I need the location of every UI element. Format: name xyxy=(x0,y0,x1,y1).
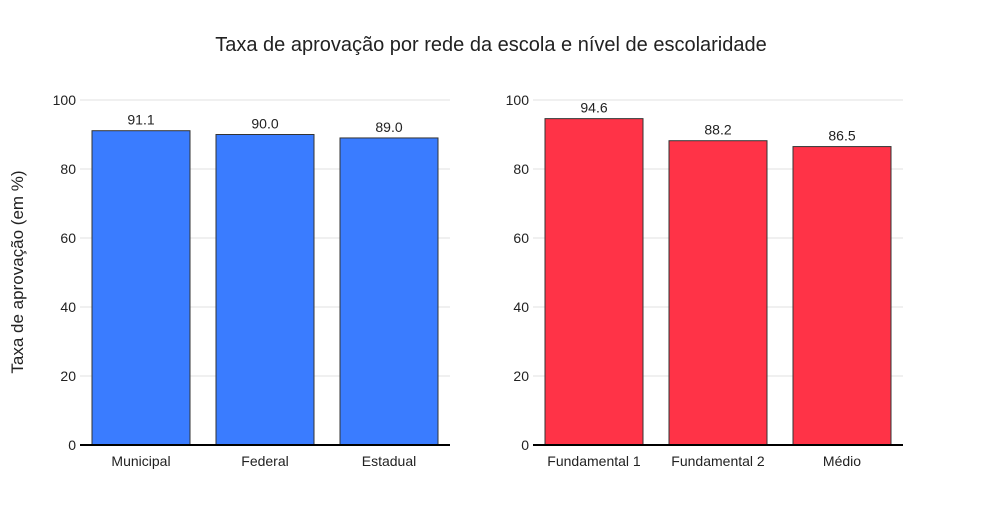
x-tick-label: Fundamental 2 xyxy=(671,453,765,469)
value-label: 89.0 xyxy=(375,119,402,135)
y-tick-label: 60 xyxy=(60,230,76,246)
value-label: 90.0 xyxy=(251,116,278,132)
y-tick-label: 20 xyxy=(60,368,76,384)
y-tick-label: 60 xyxy=(513,230,529,246)
value-label: 91.1 xyxy=(127,112,154,128)
bar-municipal xyxy=(91,130,191,446)
x-tick-label: Fundamental 1 xyxy=(547,453,641,469)
bar-fundamental-2 xyxy=(668,140,768,446)
y-tick-label: 40 xyxy=(60,299,76,315)
y-tick-label: 100 xyxy=(53,92,77,108)
bar-médio xyxy=(792,146,892,446)
value-label: 86.5 xyxy=(828,128,855,144)
y-tick-label: 40 xyxy=(513,299,529,315)
bar-estadual xyxy=(339,137,439,446)
y-tick-label: 20 xyxy=(513,368,529,384)
bar-fundamental-1 xyxy=(544,118,644,446)
value-label: 94.6 xyxy=(580,100,607,116)
x-tick-label: Estadual xyxy=(362,453,416,469)
y-tick-label: 0 xyxy=(521,437,529,453)
chart-title: Taxa de aprovação por rede da escola e n… xyxy=(215,34,766,56)
y-tick-label: 100 xyxy=(506,92,530,108)
x-tick-label: Federal xyxy=(241,453,288,469)
x-tick-label: Municipal xyxy=(111,453,170,469)
y-tick-label: 0 xyxy=(68,437,76,453)
panel-1: 0 20 40 60 80 100 91.1 Municipal 90.0 Federal 89.0… xyxy=(53,92,450,469)
y-tick-label: 80 xyxy=(513,161,529,177)
value-label: 88.2 xyxy=(704,122,731,138)
panel-2: 0 20 40 60 80 100 94.6 Fundamental 1 88.2 Fundame… xyxy=(506,92,903,469)
bar-federal xyxy=(215,134,315,446)
y-axis-label: Taxa de aprovação (em %) xyxy=(8,170,27,373)
y-tick-label: 80 xyxy=(60,161,76,177)
x-tick-label: Médio xyxy=(823,453,861,469)
